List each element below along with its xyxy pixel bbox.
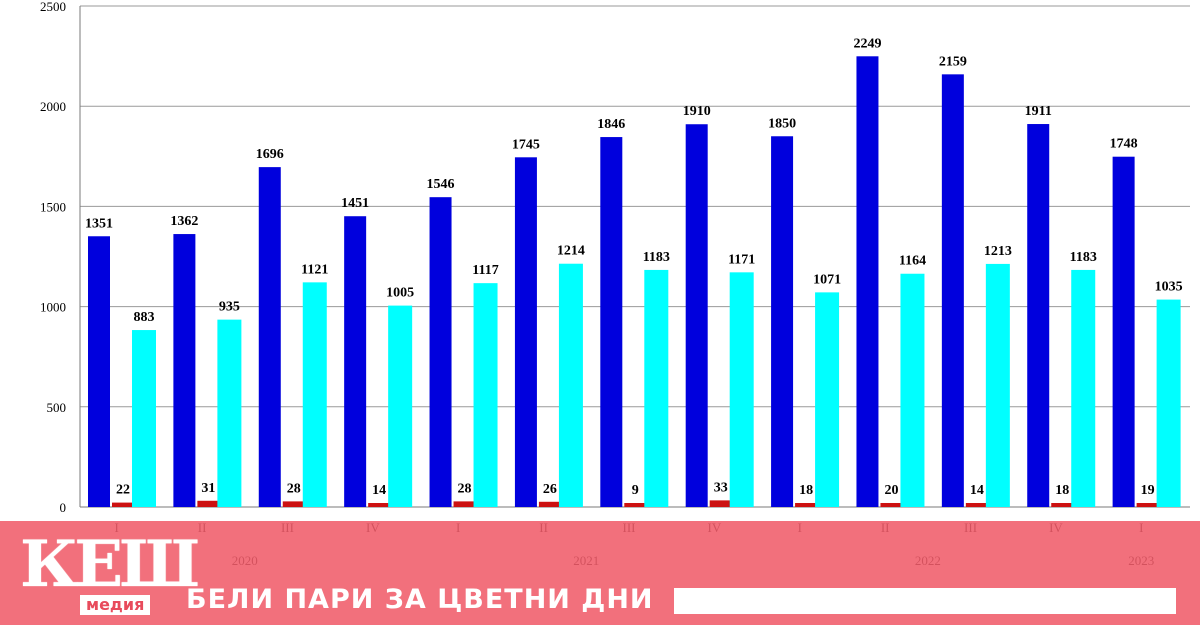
data-label: 1748 xyxy=(1110,137,1138,152)
bar-series-3 xyxy=(985,263,1010,507)
data-label: 1164 xyxy=(899,254,926,269)
data-label: 1451 xyxy=(341,196,369,211)
bar-series-3 xyxy=(644,269,669,507)
data-label: 18 xyxy=(799,483,813,498)
data-label: 1121 xyxy=(301,262,328,277)
data-label: 1362 xyxy=(170,214,198,229)
bar-series-2 xyxy=(624,503,647,507)
y-tick-label: 500 xyxy=(47,400,67,415)
bar-series-1 xyxy=(429,197,452,508)
bar-series-2 xyxy=(709,500,732,507)
bar-series-1 xyxy=(600,137,623,508)
bar-series-2 xyxy=(538,501,561,507)
logo-subtitle: медия xyxy=(80,595,151,615)
data-label: 1846 xyxy=(597,117,625,132)
bar-series-1 xyxy=(1027,124,1050,508)
y-tick-label: 2500 xyxy=(40,0,66,14)
data-label: 1183 xyxy=(643,250,670,265)
bar-series-1 xyxy=(1112,156,1135,507)
bar-series-2 xyxy=(112,502,134,507)
data-label: 18 xyxy=(1055,483,1069,498)
y-tick-label: 0 xyxy=(60,500,67,515)
brand-logo[interactable]: КЕШ медия xyxy=(18,527,200,621)
data-label: 1035 xyxy=(1155,280,1183,295)
bar-series-2 xyxy=(1136,503,1159,507)
bar-series-3 xyxy=(302,282,327,507)
data-label: 1745 xyxy=(512,137,540,152)
bar-series-2 xyxy=(197,500,220,507)
logo-wordmark: КЕШ xyxy=(20,527,200,602)
data-label: 1117 xyxy=(472,263,498,278)
data-label: 1005 xyxy=(386,286,414,301)
slogan: БЕЛИ ПАРИ ЗА ЦВЕТНИ ДНИ xyxy=(186,584,654,615)
bar-series-2 xyxy=(1051,503,1074,507)
y-tick-label: 1000 xyxy=(40,300,66,315)
bar-series-3 xyxy=(900,273,925,507)
data-label: 28 xyxy=(287,481,301,496)
data-label: 14 xyxy=(372,483,386,498)
data-label: 1351 xyxy=(85,216,113,231)
bar-series-3 xyxy=(217,319,242,507)
bar-series-3 xyxy=(729,272,754,507)
data-label: 935 xyxy=(219,300,240,315)
bar-series-1 xyxy=(514,157,537,507)
slogan-underbar xyxy=(674,588,1176,614)
data-label: 20 xyxy=(884,483,898,498)
bar-series-1 xyxy=(258,167,281,508)
bar-series-1 xyxy=(344,216,367,507)
data-label: 1214 xyxy=(557,244,585,259)
bar-series-1 xyxy=(771,136,794,507)
banner: КЕШ медия БЕЛИ ПАРИ ЗА ЦВЕТНИ ДНИ xyxy=(0,521,1200,625)
data-label: 19 xyxy=(1141,483,1155,498)
bar-series-3 xyxy=(558,263,583,507)
data-label: 2249 xyxy=(853,36,881,51)
data-label: 22 xyxy=(116,483,130,498)
bar-series-2 xyxy=(965,503,988,507)
bar-series-3 xyxy=(473,283,498,507)
bar-series-2 xyxy=(368,503,391,507)
data-label: 26 xyxy=(543,482,557,497)
data-label: 1911 xyxy=(1025,104,1052,119)
data-label: 28 xyxy=(458,481,472,496)
bar-series-2 xyxy=(453,501,476,507)
data-label: 9 xyxy=(632,483,639,498)
data-label: 33 xyxy=(714,480,728,495)
data-label: 1171 xyxy=(728,252,755,267)
data-label: 1546 xyxy=(427,177,455,192)
bar-series-2 xyxy=(880,502,903,507)
bar-series-1 xyxy=(88,236,110,508)
data-label: 1910 xyxy=(683,104,711,119)
bar-series-2 xyxy=(795,503,818,507)
bar-series-1 xyxy=(941,74,964,508)
bar-series-1 xyxy=(856,56,879,507)
data-label: 1696 xyxy=(256,147,284,162)
data-label: 14 xyxy=(970,483,984,498)
data-label: 1183 xyxy=(1070,250,1097,265)
data-label: 1850 xyxy=(768,116,796,131)
bar-series-3 xyxy=(388,305,413,507)
bar-series-1 xyxy=(685,124,708,508)
bar-series-1 xyxy=(173,234,196,507)
data-label: 883 xyxy=(134,310,155,325)
data-label: 1071 xyxy=(813,272,841,287)
bar-series-3 xyxy=(132,330,156,507)
data-label: 1213 xyxy=(984,244,1012,259)
bar-series-3 xyxy=(1071,269,1096,507)
bar-series-2 xyxy=(282,501,305,507)
y-tick-label: 1500 xyxy=(40,199,66,214)
y-tick-label: 2000 xyxy=(40,99,66,114)
data-label: 2159 xyxy=(939,54,967,69)
data-label: 31 xyxy=(201,481,215,496)
bar-series-3 xyxy=(815,292,840,507)
bar-series-3 xyxy=(1156,299,1181,507)
